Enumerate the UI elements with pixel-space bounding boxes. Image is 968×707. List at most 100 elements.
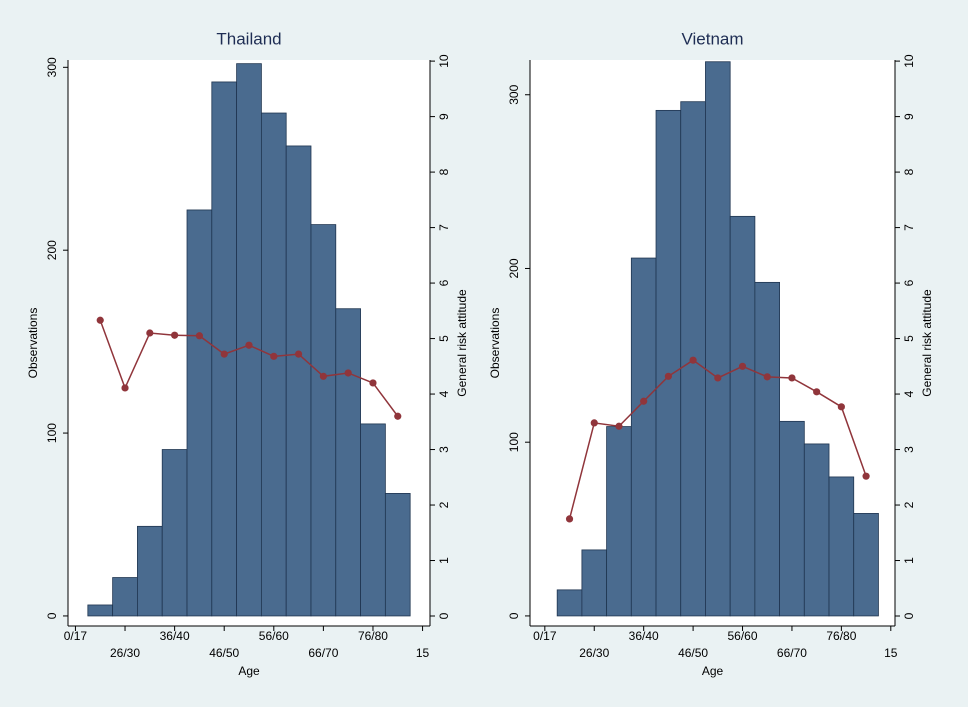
x-tick-label: 26/30 <box>579 646 609 660</box>
point <box>319 372 327 380</box>
bar <box>803 443 830 617</box>
point <box>714 374 722 382</box>
x-tick-label: 26/30 <box>110 646 140 660</box>
bar <box>853 513 879 617</box>
y2-tick-label: 9 <box>437 113 451 120</box>
x-tick-label: 56/60 <box>259 629 289 643</box>
bar <box>87 604 114 617</box>
panel-title: Thailand <box>216 29 281 48</box>
point <box>565 515 574 523</box>
point <box>738 362 747 370</box>
x-tick-label: 15 <box>884 646 898 660</box>
y2-tick-label: 6 <box>902 279 916 286</box>
y-tick-label: 200 <box>507 258 521 278</box>
y-tick-label: 200 <box>45 240 59 260</box>
y2-tick-label: 9 <box>902 113 916 120</box>
x-axis-title: Age <box>238 664 260 678</box>
point <box>245 341 253 349</box>
y2-tick-label: 5 <box>437 335 451 342</box>
x-tick-label: 0/17 <box>64 629 88 643</box>
y-tick-label: 300 <box>507 84 521 104</box>
point <box>763 373 771 381</box>
y2-axis-title: General risk attitude <box>920 289 934 397</box>
point <box>813 388 821 396</box>
bar <box>729 215 756 617</box>
x-axis-title: Age <box>702 664 724 678</box>
point <box>788 374 796 382</box>
x-tick-label: 46/50 <box>678 646 708 660</box>
y-tick-label: 0 <box>45 612 59 619</box>
y2-tick-label: 10 <box>437 54 451 68</box>
bar <box>606 426 632 617</box>
bar <box>655 109 682 617</box>
x-tick-label: 46/50 <box>209 646 239 660</box>
point <box>96 316 104 324</box>
point <box>294 350 303 358</box>
bar <box>581 549 608 617</box>
x-tick-label: 66/70 <box>777 646 807 660</box>
bar <box>705 61 731 617</box>
bar <box>754 281 780 617</box>
x-tick-label: 15 <box>416 646 430 660</box>
y2-tick-label: 0 <box>902 612 916 619</box>
panel-title: Vietnam <box>681 29 743 48</box>
y-axis-title: Observations <box>488 308 502 379</box>
bar <box>310 224 337 617</box>
bar <box>360 423 386 617</box>
bar <box>630 257 657 617</box>
y2-tick-label: 2 <box>902 501 916 508</box>
point <box>195 332 204 340</box>
y-tick-label: 100 <box>507 432 521 452</box>
bar <box>335 308 361 617</box>
y-axis-title: Observations <box>26 308 40 379</box>
point <box>394 412 402 420</box>
x-tick-label: 66/70 <box>308 646 338 660</box>
point <box>664 372 672 380</box>
point <box>862 472 870 480</box>
y2-tick-label: 4 <box>437 390 451 397</box>
point <box>146 329 154 337</box>
x-tick-label: 0/17 <box>533 629 557 643</box>
y2-tick-label: 6 <box>437 279 451 286</box>
bar <box>285 145 312 617</box>
y-tick-label: 100 <box>45 423 59 443</box>
y2-tick-label: 1 <box>437 557 451 564</box>
y2-tick-label: 2 <box>437 501 451 508</box>
y2-tick-label: 8 <box>902 168 916 175</box>
y2-tick-label: 3 <box>902 446 916 453</box>
x-tick-label: 56/60 <box>728 629 758 643</box>
bar <box>161 449 188 617</box>
y2-tick-label: 4 <box>902 390 916 397</box>
bar <box>779 420 805 617</box>
bar <box>384 493 411 617</box>
bar <box>112 577 138 617</box>
y-tick-label: 0 <box>507 612 521 619</box>
bar <box>137 525 163 617</box>
point <box>615 422 623 430</box>
point <box>590 419 598 427</box>
y-tick-label: 300 <box>45 57 59 77</box>
bar <box>236 63 262 617</box>
y2-tick-label: 7 <box>437 224 451 231</box>
point <box>344 369 352 377</box>
bar <box>828 476 855 617</box>
point <box>640 397 648 405</box>
point <box>270 352 278 360</box>
x-tick-label: 36/40 <box>160 629 190 643</box>
y2-tick-label: 5 <box>902 335 916 342</box>
point <box>689 356 697 364</box>
point <box>220 350 228 358</box>
y2-tick-label: 10 <box>902 54 916 68</box>
y2-tick-label: 0 <box>437 612 451 619</box>
point <box>121 384 129 392</box>
y2-tick-label: 3 <box>437 446 451 453</box>
point <box>171 331 179 339</box>
x-tick-label: 76/80 <box>358 629 388 643</box>
y2-tick-label: 8 <box>437 168 451 175</box>
bar <box>211 81 238 617</box>
point <box>837 403 845 411</box>
y2-tick-label: 1 <box>902 557 916 564</box>
x-tick-label: 36/40 <box>629 629 659 643</box>
